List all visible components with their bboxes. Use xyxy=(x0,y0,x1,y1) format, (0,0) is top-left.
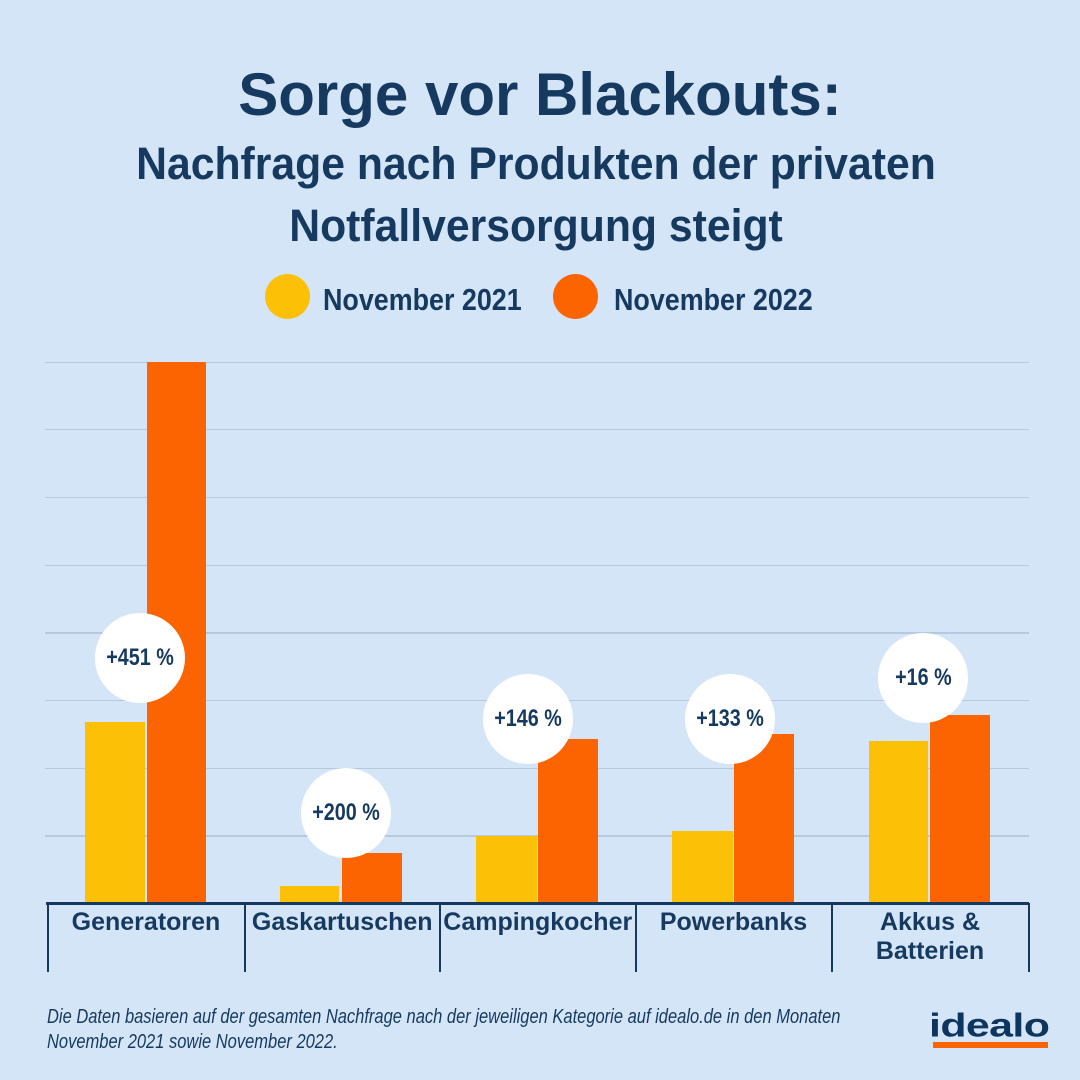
svg-text:idealo: idealo xyxy=(929,1007,1050,1044)
